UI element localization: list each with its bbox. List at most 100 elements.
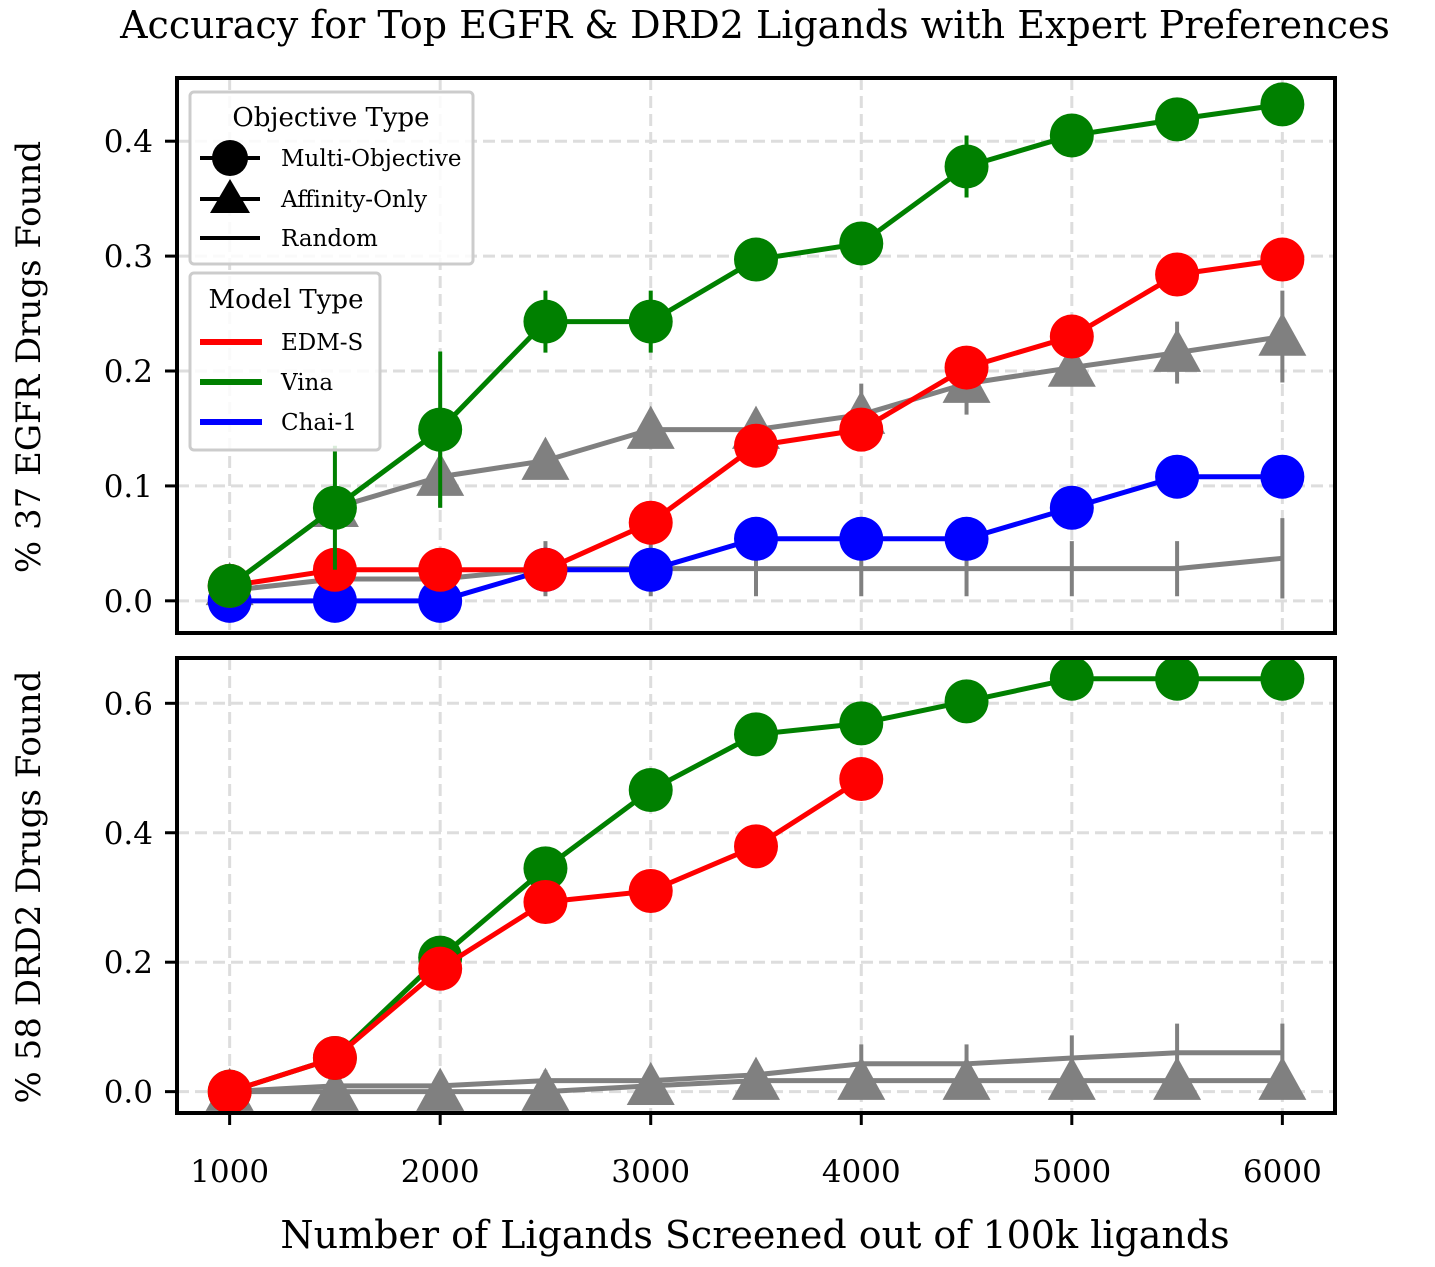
y-tick-label-2: 0.4 (104, 816, 153, 852)
series-vina-point-8 (1049, 113, 1094, 158)
chart-title: Accuracy for Top EGFR & DRD2 Ligands wit… (119, 3, 1390, 47)
series-chai-1-point-8 (1049, 485, 1094, 530)
legend-model-title: Model Type (209, 285, 364, 315)
series-edm-s-point-3 (523, 880, 568, 925)
series-vina-point-10 (1260, 656, 1305, 701)
series-vina-point-3 (523, 846, 568, 891)
y-tick-label-0: 0.0 (104, 584, 153, 620)
y-tick-label-1: 0.2 (104, 945, 153, 981)
series-edm-s-point-4 (628, 869, 673, 914)
series-affinity-only-point-3 (521, 436, 570, 480)
series-vina-point-3 (523, 299, 568, 344)
series-edm-s-point-3 (523, 547, 568, 592)
series-vina-point-4 (628, 768, 673, 813)
series-edm-s-point-2 (418, 946, 463, 991)
series-vina-point-10 (1260, 82, 1305, 127)
y-tick-label-3: 0.3 (104, 239, 153, 275)
y-tick-label-2: 0.2 (104, 354, 153, 390)
legend-model-entry-1: Vina (280, 370, 333, 396)
y-tick-label-0: 0.0 (104, 1075, 153, 1111)
series-vina-point-1 (312, 485, 357, 530)
series-vina (207, 82, 1305, 608)
x-tick-label-1: 2000 (401, 1154, 480, 1190)
series-edm-s-point-5 (734, 423, 778, 468)
series-chai-1-point-6 (839, 516, 884, 561)
series-vina-point-0 (207, 563, 252, 608)
legend-objective-entry-1: Affinity-Only (280, 187, 427, 213)
series-edm-s-point-5 (734, 824, 778, 869)
x-tick-labels: 1000 2000 3000 4000 5000 6000 (190, 1113, 1322, 1190)
series-affinity-only-point-9 (1153, 328, 1202, 372)
legend-model-entry-2: Chai-1 (281, 410, 357, 436)
series-affinity-only-point-6 (837, 1056, 886, 1100)
legend-objective-title: Objective Type (232, 103, 429, 133)
x-tick-label-3: 4000 (822, 1154, 901, 1190)
series-affinity-only-point-10 (1258, 1056, 1307, 1100)
series-vina-point-5 (734, 712, 778, 757)
series-affinity-only-point-4 (626, 1061, 675, 1106)
series-affinity-only-point-1 (310, 1067, 359, 1111)
legend-objective-entry-0: Multi-Objective (281, 146, 462, 172)
series-affinity-only-point-8 (1047, 1056, 1096, 1100)
series-vina-point-5 (734, 237, 778, 282)
panel-drd2: 0.0 0.2 0.4 0.6 (104, 656, 1337, 1115)
series-vina-point-7 (944, 679, 989, 724)
series-edm-s (207, 757, 884, 1114)
y-tick-label-3: 0.6 (104, 686, 153, 722)
series-edm-s-point-10 (1260, 237, 1305, 282)
series-chai-1-point-2 (418, 578, 463, 623)
series-vina-point-8 (1049, 656, 1094, 701)
series-chai-1-point-1 (312, 578, 357, 623)
series-chai-1-point-4 (628, 547, 673, 592)
series-vina-point-7 (944, 144, 989, 189)
series-vina-point-6 (839, 221, 884, 266)
series-edm-s-point-6 (839, 407, 884, 452)
x-tick-label-0: 1000 (190, 1154, 269, 1190)
series-vina-point-6 (839, 701, 884, 746)
x-tick-label-5: 6000 (1243, 1154, 1322, 1190)
series-affinity-only-point-2 (416, 1067, 465, 1111)
series-edm-s (207, 237, 1305, 608)
panel-egfr: 0.0 0.1 0.2 0.3 0.4 (104, 76, 1337, 635)
series-affinity-only-point-10 (1258, 312, 1307, 356)
legend-model: Model Type EDM-S Vina Chai-1 (188, 271, 382, 452)
series-vina-point-4 (628, 299, 673, 344)
series-affinity-only-point-9 (1153, 1056, 1202, 1100)
legend-triangle-marker (210, 179, 250, 213)
series-edm-s-point-7 (944, 345, 989, 390)
plot-frame (175, 656, 1337, 1115)
series-edm-s-point-1 (312, 1035, 357, 1080)
x-tick-label-4: 5000 (1032, 1154, 1111, 1190)
y-tick-label-4: 0.4 (104, 124, 153, 160)
legend-objective-entry-2: Random (281, 226, 378, 252)
series-affinity-only (205, 1056, 1307, 1111)
x-axis-label: Number of Ligands Screened out of 100k l… (280, 1213, 1229, 1257)
series-edm-s-point-4 (628, 500, 673, 545)
series-affinity-only-point-7 (942, 1056, 991, 1100)
series-chai-1-point-5 (734, 516, 778, 561)
series-affinity-only-point-3 (521, 1067, 570, 1111)
series-edm-s-point-9 (1155, 252, 1200, 297)
series-vina-point-9 (1155, 97, 1200, 142)
series-affinity-only-point-8 (1047, 343, 1096, 387)
legend-circle-marker (212, 140, 248, 176)
ylabel-drd2: % 58 DRD2 Drugs Found (9, 671, 49, 1104)
series-vina (207, 656, 1305, 1114)
legend-model-entry-0: EDM-S (281, 330, 363, 356)
series-chai-1-point-10 (1260, 454, 1305, 499)
y-tick-label-1: 0.1 (104, 469, 153, 505)
series-edm-s-point-2 (418, 547, 463, 592)
legend-objective: Objective Type Multi-Objective Affinity-… (188, 90, 475, 266)
series-chai-1-point-7 (944, 516, 989, 561)
series-vina-point-2 (418, 407, 463, 452)
plot-frame (175, 76, 1337, 635)
series-chai-1-point-9 (1155, 454, 1200, 499)
ylabel-egfr: % 37 EGFR Drugs Found (9, 141, 49, 573)
series-affinity-only-point-5 (732, 1056, 780, 1100)
series-vina-point-9 (1155, 656, 1200, 701)
x-tick-label-2: 3000 (611, 1154, 690, 1190)
series-affinity-only-point-4 (626, 405, 675, 449)
series-edm-s-point-8 (1049, 314, 1094, 359)
series-edm-s-point-0 (207, 1069, 252, 1114)
